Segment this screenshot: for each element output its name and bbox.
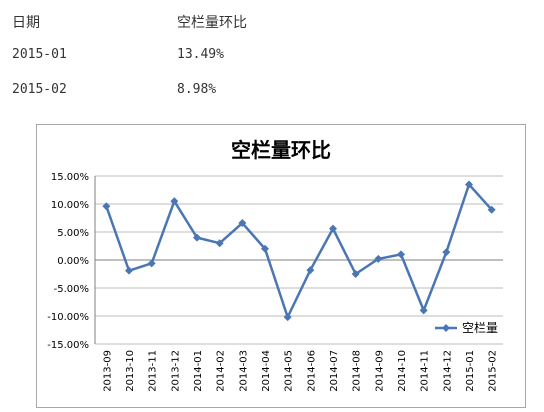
y-tick-label: 0.00% bbox=[57, 256, 89, 267]
y-tick-label: -10.00% bbox=[47, 312, 89, 323]
gridlines bbox=[94, 175, 503, 345]
cell-value: 13.49% bbox=[177, 47, 224, 62]
header-value: 空栏量环比 bbox=[177, 15, 247, 31]
data-point bbox=[125, 266, 133, 275]
x-tick-label: 2014-02 bbox=[216, 350, 227, 392]
y-tick-label: -15.00% bbox=[47, 340, 89, 351]
x-tick-label: 2014-05 bbox=[284, 350, 295, 392]
x-tick-label: 2014-01 bbox=[193, 350, 204, 392]
x-tick-label: 2013-11 bbox=[148, 350, 159, 392]
chart-frame: 空栏量环比 15.00% 10.00% 5.00% 0.00% -5.00% -10.00… bbox=[36, 124, 526, 408]
series-line bbox=[102, 180, 496, 322]
data-point bbox=[215, 239, 224, 248]
series-path bbox=[105, 183, 493, 319]
y-tick-label: 10.00% bbox=[51, 200, 89, 211]
y-tick-label: -5.00% bbox=[54, 284, 89, 295]
x-tick-label: 2014-04 bbox=[261, 350, 272, 392]
y-tick-labels: 15.00% 10.00% 5.00% 0.00% -5.00% -10.00% -15.0… bbox=[47, 172, 89, 351]
x-tick-label: 2015-02 bbox=[488, 350, 499, 392]
data-point bbox=[374, 254, 383, 263]
line-chart: 空栏量环比 15.00% 10.00% 5.00% 0.00% -5.00% -10.00… bbox=[47, 138, 503, 392]
data-point bbox=[397, 250, 405, 259]
data-point bbox=[283, 313, 292, 322]
data-point bbox=[170, 197, 179, 206]
legend: 空栏量 bbox=[435, 320, 498, 335]
cell-date: 2015-01 bbox=[12, 47, 67, 62]
table-row: 2015-02 8.98% bbox=[0, 82, 544, 112]
y-tick-label: 5.00% bbox=[57, 228, 89, 239]
legend-label: 空栏量 bbox=[462, 320, 498, 335]
table-header-row: 日期 空栏量环比 bbox=[0, 12, 544, 42]
data-point bbox=[442, 248, 451, 257]
x-tick-label: 2014-07 bbox=[329, 350, 340, 392]
table-row: 2015-01 13.49% bbox=[0, 47, 544, 77]
data-point bbox=[487, 205, 496, 214]
data-point bbox=[351, 270, 360, 278]
x-tick-label: 2014-06 bbox=[306, 350, 317, 392]
header-date: 日期 bbox=[12, 15, 40, 31]
x-tick-label: 2015-01 bbox=[465, 350, 476, 392]
data-point bbox=[306, 266, 315, 275]
x-tick-label: 2013-12 bbox=[170, 350, 181, 392]
x-tick-label: 2014-08 bbox=[352, 350, 363, 392]
data-point bbox=[329, 224, 337, 233]
chart-title: 空栏量环比 bbox=[231, 138, 331, 162]
x-tick-label: 2014-10 bbox=[397, 350, 408, 392]
x-tick-label: 2014-09 bbox=[374, 350, 385, 392]
cell-date: 2015-02 bbox=[12, 82, 67, 97]
data-point bbox=[102, 202, 111, 211]
data-point bbox=[147, 259, 156, 268]
data-point bbox=[238, 219, 247, 228]
x-tick-label: 2014-03 bbox=[238, 350, 249, 392]
legend-marker-icon bbox=[442, 324, 450, 332]
x-tick-label: 2014-12 bbox=[442, 350, 453, 392]
x-tick-label: 2013-10 bbox=[125, 350, 136, 392]
data-point bbox=[193, 233, 201, 242]
y-tick-label: 15.00% bbox=[51, 172, 89, 183]
data-point bbox=[465, 180, 473, 189]
data-point bbox=[261, 244, 269, 253]
x-tick-label: 2013-09 bbox=[102, 350, 113, 392]
x-tick-labels: 2013-09 2013-10 2013-11 2013-12 2014-01 2014-… bbox=[102, 350, 498, 392]
cell-value: 8.98% bbox=[177, 82, 217, 97]
x-tick-label: 2014-11 bbox=[420, 350, 431, 392]
data-point bbox=[419, 306, 428, 315]
